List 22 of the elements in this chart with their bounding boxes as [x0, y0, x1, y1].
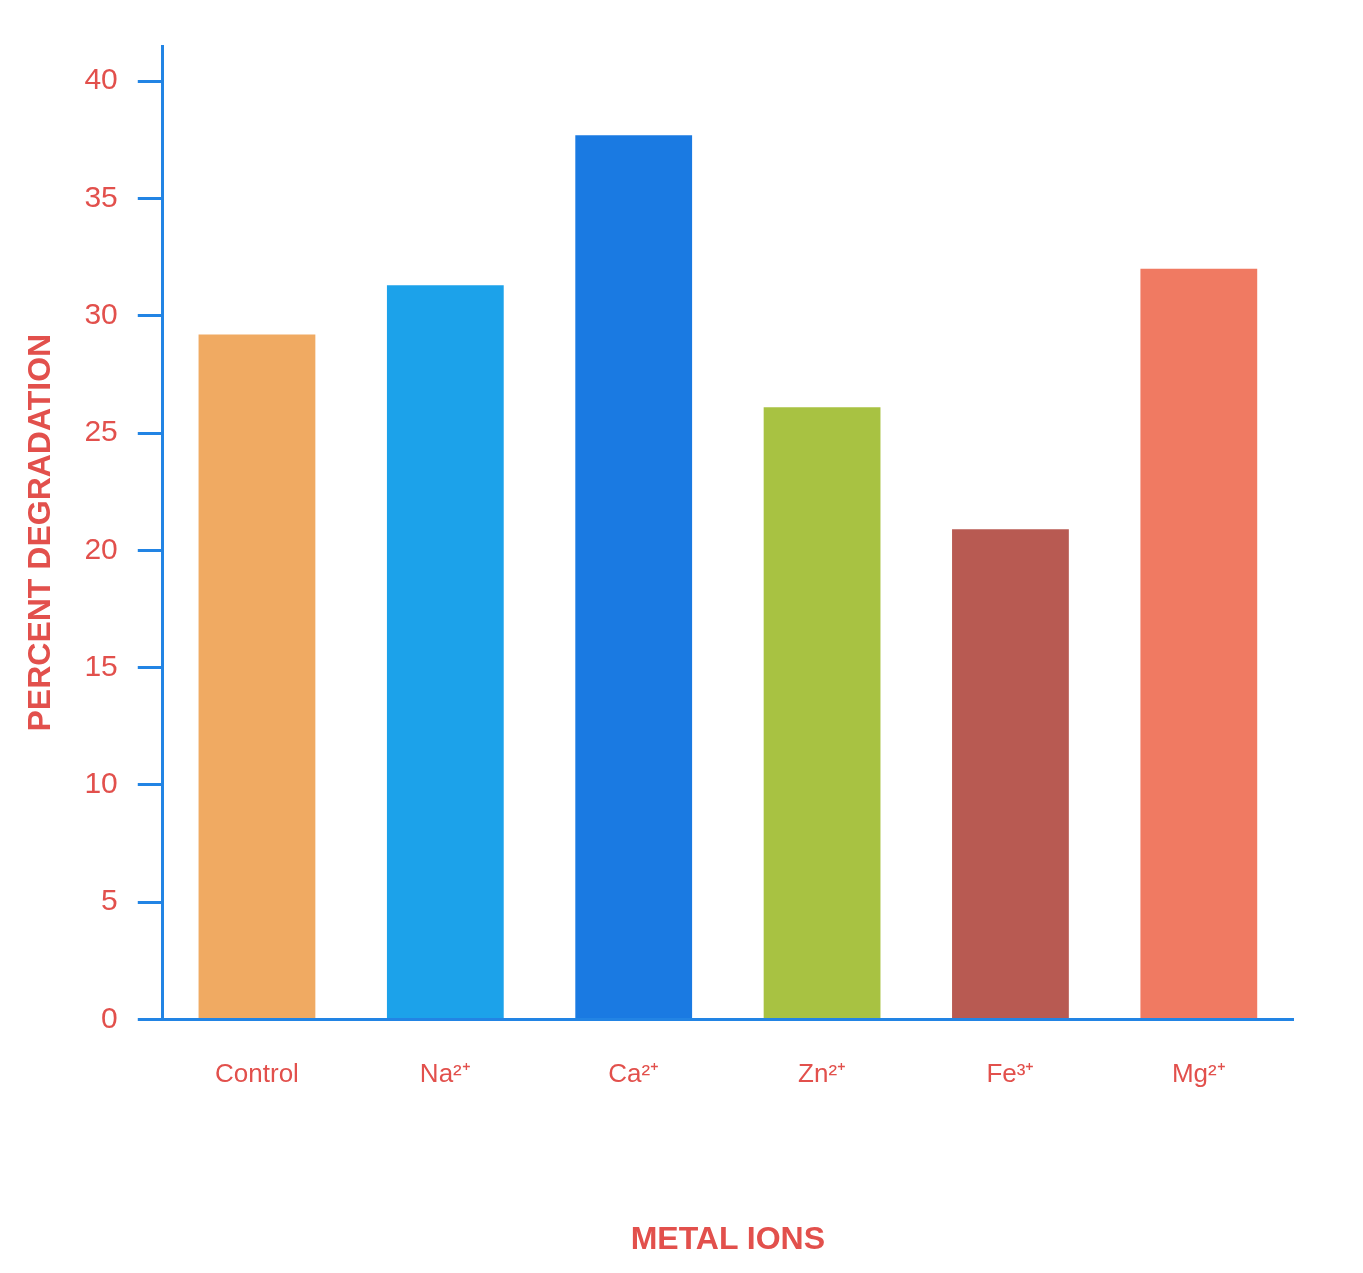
bar: [763, 407, 881, 1018]
x-tick-label: Na²⁺: [419, 1058, 471, 1089]
bar: [198, 334, 316, 1018]
x-tick-label: Fe³⁺: [986, 1058, 1035, 1089]
bar: [1140, 268, 1258, 1018]
x-axis-title: METAL IONS: [630, 1219, 826, 1256]
y-tick-label: 20: [84, 531, 118, 565]
y-tick-label: 10: [84, 766, 118, 800]
bar: [386, 285, 504, 1018]
y-tick-label: 15: [84, 648, 118, 682]
x-tick-label: Zn²⁺: [798, 1058, 847, 1089]
bar: [952, 529, 1069, 1018]
x-tick-label: Control: [215, 1058, 299, 1089]
y-tick-label: 30: [84, 297, 118, 330]
y-tick-label: 0: [101, 1000, 118, 1034]
y-tick-label: 40: [84, 62, 118, 96]
y-tick-label: 35: [84, 179, 118, 213]
y-axis-title: PERCENT DEGRADATION: [21, 333, 58, 732]
x-tick-label: Mg²⁺: [1171, 1058, 1226, 1089]
y-tick-label: 5: [101, 883, 118, 917]
x-tick-label: Ca²⁺: [608, 1058, 660, 1089]
y-tick-label: 25: [84, 414, 118, 448]
